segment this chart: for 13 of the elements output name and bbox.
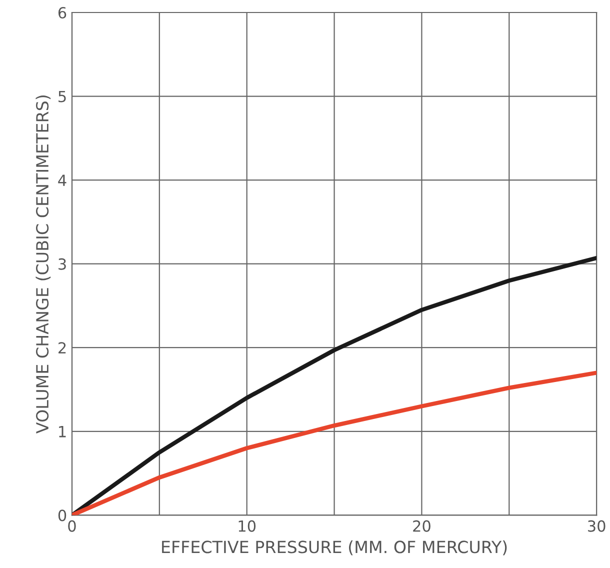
y-tick-label: 4 — [58, 174, 66, 186]
y-tick-label: 5 — [58, 90, 66, 102]
y-tick-label: 6 — [58, 6, 66, 19]
y-tick-label: 1 — [59, 426, 66, 438]
x-tick-label: 10 — [238, 520, 256, 532]
x-axis-title: EFFECTIVE PRESSURE (MM. OF MERCURY) — [162, 540, 507, 556]
x-tick-label: 20 — [413, 520, 430, 532]
y-axis-title: VOLUME CHANGE (CUBIC CENTIMETERS) — [36, 96, 51, 434]
y-tick-label: 3 — [58, 258, 66, 270]
x-tick-label: 0 — [68, 520, 76, 532]
y-tick-label: 2 — [58, 342, 66, 354]
x-tick-label: 30 — [588, 520, 606, 532]
y-tick-label: 0 — [58, 510, 66, 522]
